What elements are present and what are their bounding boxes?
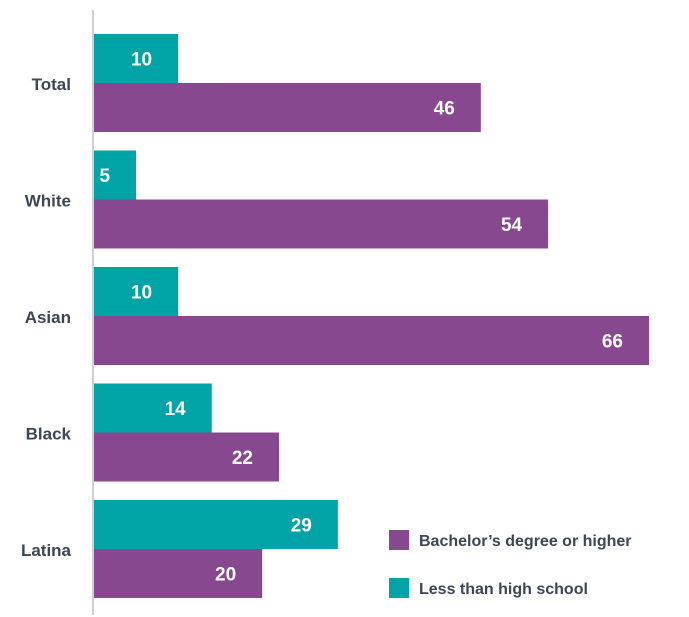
category-label-latina: Latina	[21, 541, 72, 560]
bars-group: 10 46 5 54 10 66 14 22 29 20	[94, 34, 649, 598]
category-label-asian: Asian	[25, 308, 71, 327]
legend-label-bachelor-s-degree-or-higher: Bachelor’s degree or higher	[419, 533, 632, 550]
legend: Bachelor’s degree or higher Less than hig…	[389, 530, 632, 598]
bar-asian-less-than-high-school	[94, 267, 179, 316]
legend-swatch-less-than-high-school	[389, 578, 409, 598]
category-labels: Total White Asian Black Latina	[21, 75, 72, 560]
value-label-black-bachelor-s-degree-or-higher: 22	[232, 448, 253, 469]
category-label-total: Total	[32, 75, 71, 94]
bar-white-less-than-high-school	[94, 150, 137, 200]
category-label-black: Black	[26, 425, 72, 444]
value-label-asian-less-than-high-school: 10	[131, 283, 152, 304]
bar-black-bachelor-s-degree-or-higher	[94, 432, 279, 482]
bar-total-bachelor-s-degree-or-higher	[94, 83, 481, 132]
value-label-white-bachelor-s-degree-or-higher: 54	[501, 215, 523, 236]
value-label-black-less-than-high-school: 14	[165, 399, 187, 420]
value-label-asian-bachelor-s-degree-or-higher: 66	[602, 332, 623, 353]
legend-swatch-bachelor-s-degree-or-higher	[389, 530, 409, 550]
value-label-total-less-than-high-school: 10	[131, 50, 152, 71]
bar-black-less-than-high-school	[94, 383, 212, 433]
value-label-latina-bachelor-s-degree-or-higher: 20	[215, 565, 236, 586]
bar-total-less-than-high-school	[94, 34, 179, 83]
bar-white-bachelor-s-degree-or-higher	[94, 199, 549, 249]
bar-asian-bachelor-s-degree-or-higher	[94, 316, 649, 365]
value-label-latina-less-than-high-school: 29	[291, 516, 312, 537]
legend-label-less-than-high-school: Less than high school	[419, 581, 588, 598]
bar-latina-less-than-high-school	[94, 500, 338, 549]
value-label-white-less-than-high-school: 5	[99, 166, 110, 187]
value-label-total-bachelor-s-degree-or-higher: 46	[434, 99, 455, 120]
bar-latina-bachelor-s-degree-or-higher	[94, 549, 263, 598]
category-label-white: White	[25, 192, 71, 211]
